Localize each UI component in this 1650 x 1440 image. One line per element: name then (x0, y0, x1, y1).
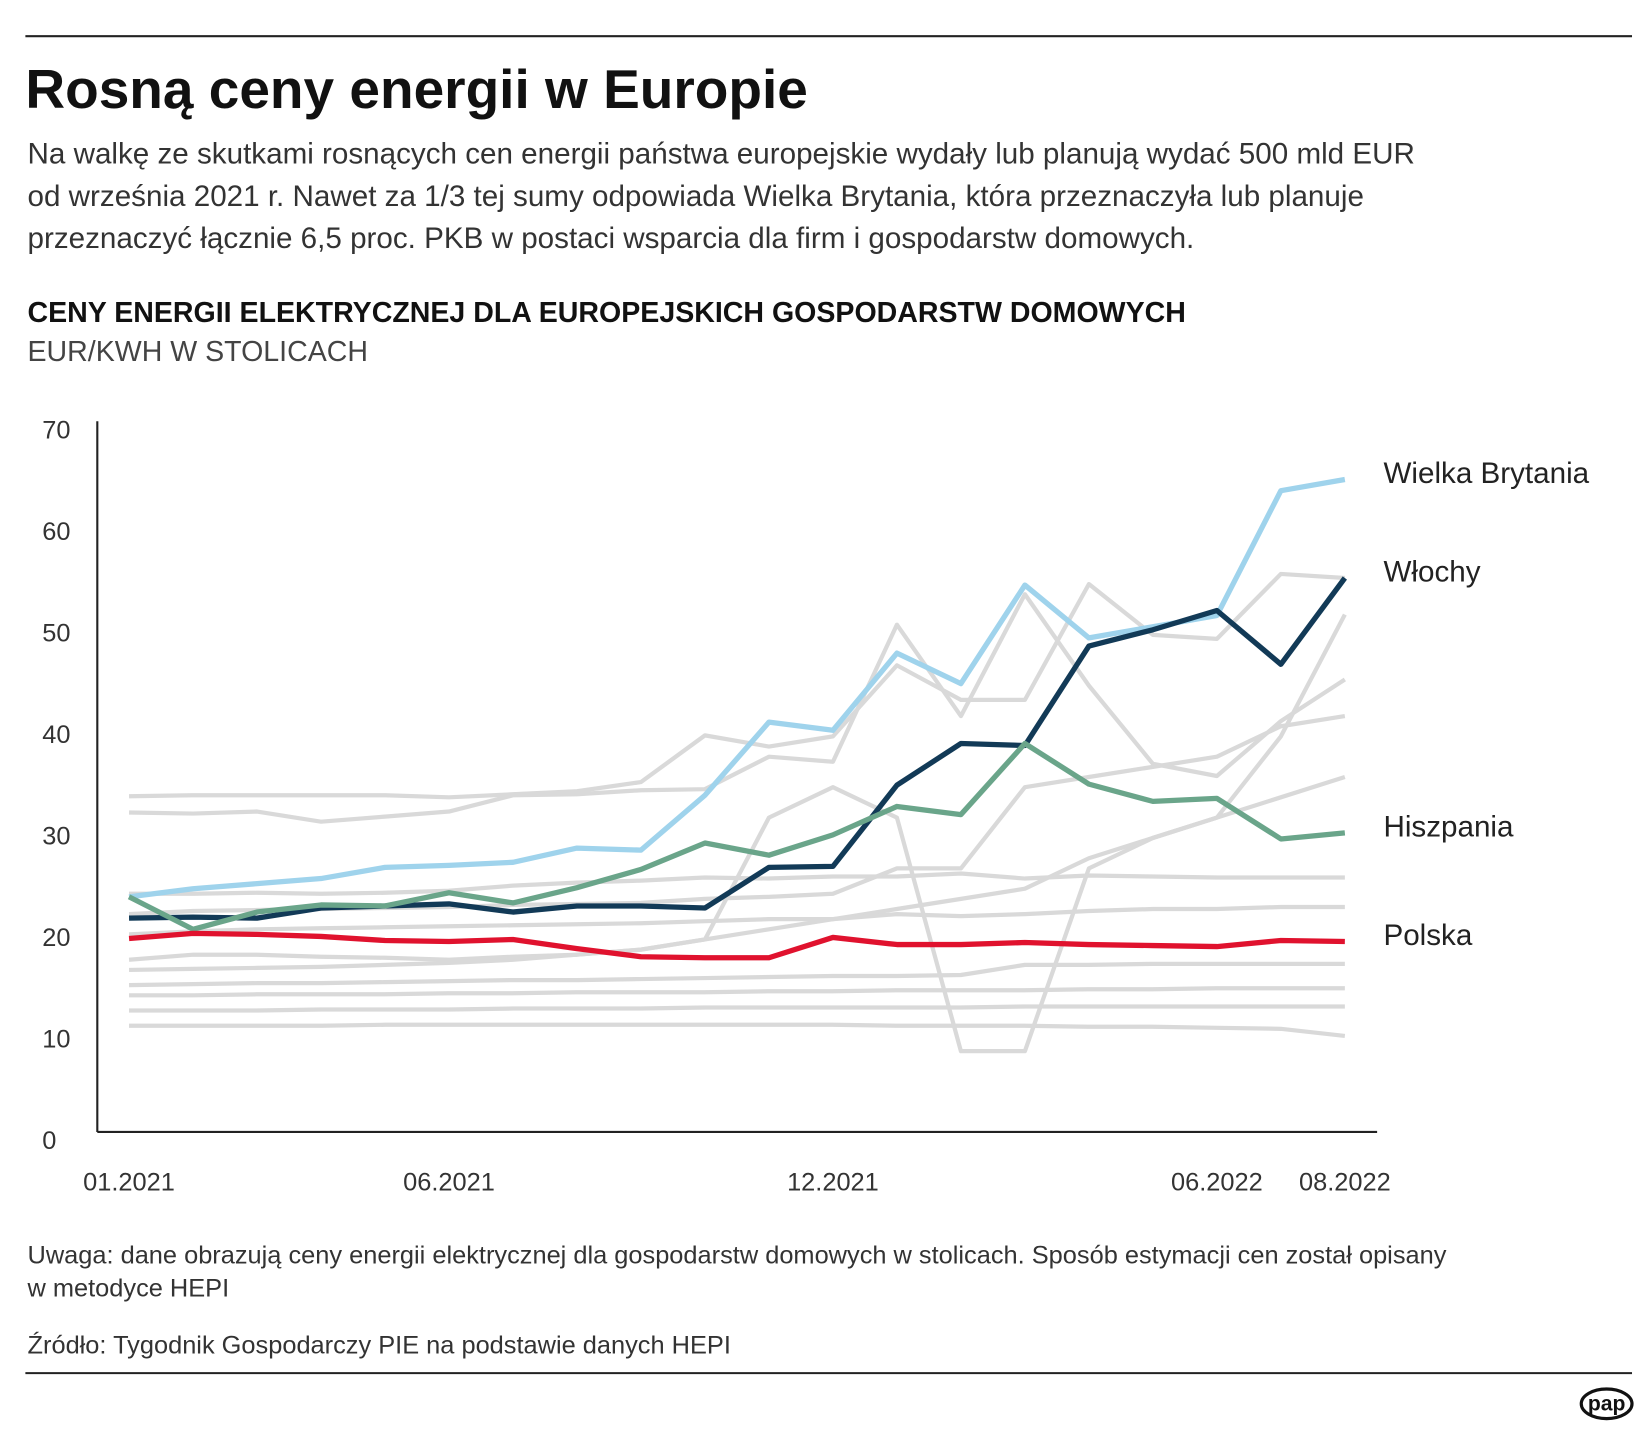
y-tick-label: 20 (42, 924, 70, 952)
subtitle-line: Na walkę ze skutkami rosnących cen energ… (28, 138, 1415, 171)
background-line (129, 592, 1347, 824)
y-tick-label: 30 (42, 823, 70, 851)
y-tick-label: 10 (42, 1026, 70, 1054)
note-line: w metodyce HEPI (26, 1274, 229, 1302)
series-line (128, 930, 1345, 961)
background-line (129, 986, 1345, 998)
series-line (128, 576, 1347, 921)
logo-badge (1579, 1387, 1634, 1421)
x-tick-label: 06.2022 (1171, 1169, 1263, 1197)
x-tick-label: 12.2021 (787, 1169, 879, 1197)
plot: 0 10 20 30 40 50 60 70 01.2021 06.2021 12.2021 06.2… (42, 416, 1589, 1196)
background-line (129, 1004, 1345, 1013)
y-tick-label: 70 (42, 416, 70, 444)
y-tick-label: 40 (42, 721, 70, 749)
background-line (129, 1022, 1346, 1039)
logo: pap (1588, 1392, 1626, 1415)
x-tick-label: 06.2021 (403, 1169, 495, 1197)
series-line (128, 476, 1346, 900)
x-tick-label: 08.2022 (1299, 1169, 1391, 1197)
background-line (129, 961, 1345, 988)
title: Rosną ceny energii w Europie (25, 58, 807, 120)
background-line (129, 774, 1346, 973)
y-tick-label: 50 (42, 620, 70, 648)
subtitle-line: od września 2021 r. Nawet za 1/3 tej sum… (28, 180, 1364, 213)
source: Źródło: Tygodnik Gospodarczy PIE na pods… (28, 1330, 731, 1359)
y-tick-label: 0 (42, 1127, 56, 1155)
series-label: Włochy (1383, 556, 1480, 589)
chart-title: CENY ENERGII ELEKTRYCZNEJ DLA EUROPEJSKI… (28, 297, 1186, 329)
x-tick-label: 01.2021 (83, 1169, 175, 1197)
note-line: Uwaga: dane obrazują ceny energii elektr… (28, 1241, 1447, 1269)
y-tick-label: 60 (42, 518, 70, 546)
subtitle-line: przeznaczyć łącznie 6,5 proc. PKB w post… (28, 222, 1195, 255)
series-label: Wielka Brytania (1383, 457, 1589, 490)
background-line (128, 904, 1345, 937)
background-line (128, 713, 1346, 917)
series-label: Hiszpania (1383, 810, 1514, 843)
y-axis-label: EUR/KWH W STOLICACH (28, 336, 368, 368)
series-line (127, 740, 1346, 932)
series-label: Polska (1383, 919, 1472, 952)
